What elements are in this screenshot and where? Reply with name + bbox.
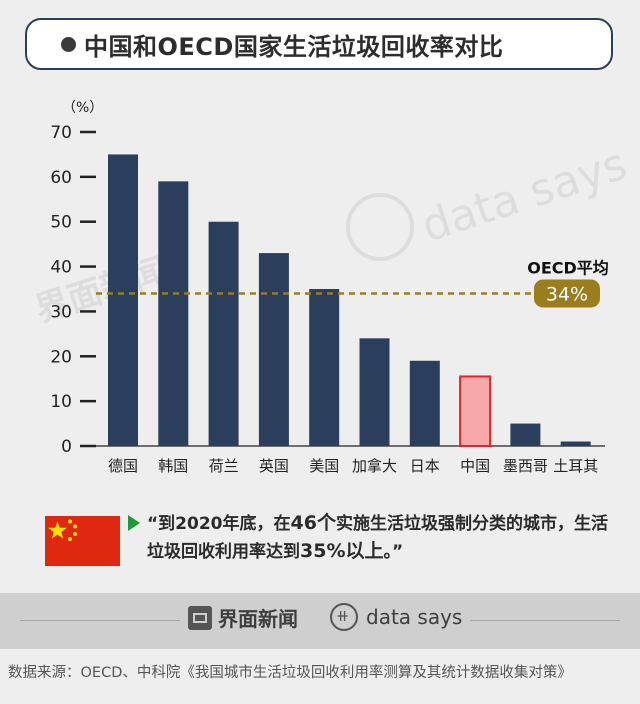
title-box: 中国和OECD国家生活垃圾回收率对比	[25, 18, 613, 70]
x-tick-label: 韩国	[158, 457, 188, 475]
y-axis: （%） 0 10 20 30 40 50 60 70	[50, 100, 605, 457]
y-unit-label: （%）	[62, 100, 103, 116]
bullet-dot-icon	[61, 36, 76, 52]
quote-close: 。”	[383, 542, 404, 562]
reference-label: OECD平均	[527, 258, 609, 277]
y-tick-label: 10	[50, 392, 72, 412]
x-tick-label: 荷兰	[209, 457, 239, 475]
china-flag-icon	[45, 516, 120, 566]
footer-brand-cn: 界面新闻	[218, 607, 298, 631]
datasays-logo-icon	[330, 603, 358, 631]
footer-brand-en: data says	[366, 605, 463, 629]
bar-7	[459, 375, 492, 448]
y-tick-label: 50	[50, 213, 72, 233]
quote-row: “到2020年底，在46个实施生活垃圾强制分类的城市，生活垃圾回收利用率达到35…	[45, 510, 615, 570]
footer-divider-right	[470, 620, 620, 621]
quote-mid: 实施生活垃圾强制分类的城市，生活垃圾回收利用率达到	[147, 514, 608, 562]
x-tick-label: 日本	[410, 457, 440, 475]
chart-title: 中国和OECD国家生活垃圾回收率对比	[84, 32, 504, 61]
bar-3	[258, 253, 289, 446]
bar-chart: 界面新闻data says （%）010203040506070 德国 韩国 荷兰英…	[30, 100, 633, 475]
bars	[108, 154, 591, 448]
x-tick-label: 中国	[460, 457, 490, 475]
source-note: 数据来源：OECD、中科院《我国城市生活垃圾回收利用率测算及其统计数据收集对策》	[8, 665, 572, 681]
x-tick-label: 土耳其	[553, 457, 598, 475]
footer-brand-datasays: data says	[330, 603, 462, 631]
x-tick-label: 美国	[309, 457, 339, 475]
jiemian-logo-icon	[188, 605, 212, 630]
y-tick-label: 60	[50, 168, 72, 188]
y-tick-label: 30	[50, 302, 72, 322]
bar-4	[309, 289, 340, 446]
watermark-datasays-logo-icon	[346, 193, 414, 261]
quote-open: “到2020年底，在	[147, 514, 291, 534]
bar-1	[158, 181, 189, 446]
y-tick-label: 20	[50, 347, 72, 367]
play-arrow-icon	[128, 515, 140, 531]
bar-0	[108, 154, 138, 446]
bar-5	[359, 338, 390, 446]
footer-divider-left	[20, 620, 180, 621]
bar-9	[560, 441, 591, 446]
reference-value-badge	[534, 279, 600, 308]
y-tick-label: 0	[61, 437, 72, 457]
x-tick-label: 德国	[108, 457, 138, 475]
footer-band: 界面新闻 data says	[0, 593, 640, 649]
reference-value-label: 34%	[546, 283, 588, 305]
x-tick-label: 英国	[259, 457, 289, 475]
x-axis-labels: 德国 韩国 荷兰 英国 美国 加拿大 日本 中国 墨西哥 土耳其	[108, 457, 598, 475]
watermark-brand-en: data says	[416, 138, 633, 252]
x-tick-label: 墨西哥	[503, 457, 548, 475]
bar-6	[409, 360, 440, 446]
quote-highlight-cities: 46个	[290, 512, 336, 534]
y-tick-label: 40	[50, 258, 72, 278]
oecd-reference-line: OECD平均 34%	[96, 258, 609, 308]
bar-8	[510, 423, 541, 446]
footer-brand-jiemian: 界面新闻	[188, 603, 298, 632]
quote-text: “到2020年底，在46个实施生活垃圾强制分类的城市，生活垃圾回收利用率达到35…	[147, 510, 617, 566]
x-tick-label: 加拿大	[352, 457, 397, 475]
bar-2	[208, 221, 239, 446]
y-tick-label: 70	[50, 123, 72, 143]
quote-highlight-rate: 35%以上	[300, 540, 384, 562]
